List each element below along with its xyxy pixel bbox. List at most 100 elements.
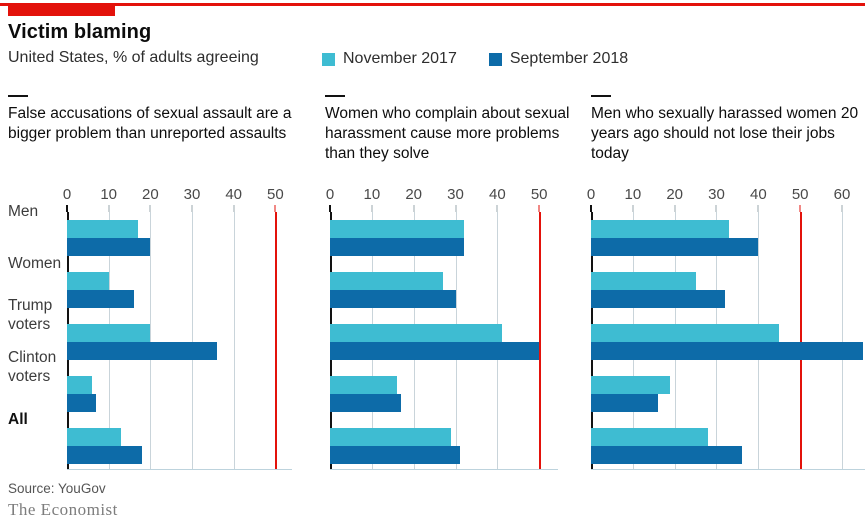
bar bbox=[330, 446, 460, 464]
gridline bbox=[233, 212, 235, 469]
bar bbox=[591, 272, 696, 290]
tick-label: 10 bbox=[624, 186, 642, 203]
bar-row-women bbox=[330, 272, 558, 308]
bar-row-clinton-voters bbox=[330, 376, 558, 412]
tick-mark bbox=[329, 205, 331, 212]
legend: November 2017 September 2018 bbox=[322, 50, 628, 68]
tick-label: 20 bbox=[405, 186, 422, 203]
row-label: All bbox=[8, 410, 28, 428]
tick-label: 30 bbox=[447, 186, 464, 203]
bar bbox=[67, 290, 134, 308]
plot-area bbox=[591, 212, 865, 470]
tick-mark bbox=[757, 205, 759, 212]
tick-label: 20 bbox=[141, 186, 159, 203]
bar bbox=[591, 324, 780, 342]
tick-label: 10 bbox=[363, 186, 381, 203]
red-reference-line bbox=[275, 212, 277, 469]
bar bbox=[330, 238, 464, 256]
bar bbox=[67, 272, 109, 290]
tick-label: 40 bbox=[749, 186, 767, 203]
row-label: Men bbox=[8, 202, 39, 220]
tick-label: 10 bbox=[100, 186, 117, 203]
tick-label: 0 bbox=[325, 186, 335, 203]
bar-row-clinton-voters bbox=[591, 376, 865, 412]
tick-label: 30 bbox=[183, 186, 201, 203]
tick-mark bbox=[191, 205, 193, 212]
bar bbox=[67, 220, 138, 238]
bar-row-women bbox=[67, 272, 292, 308]
gridline bbox=[150, 212, 152, 469]
x-axis-ticks: 0 10 20 30 40 50 60 bbox=[587, 186, 865, 212]
panel-1-title: False accusations of sexual assault are … bbox=[8, 105, 292, 143]
tick-label: 0 bbox=[586, 186, 596, 203]
economist-red-tab bbox=[8, 3, 115, 16]
bar-row-all bbox=[330, 428, 558, 464]
bar bbox=[591, 394, 658, 412]
panel-3-title: Men who sexually harassed women 20 years… bbox=[591, 105, 859, 163]
tick-label: 40 bbox=[225, 186, 242, 203]
top-red-rule bbox=[0, 3, 865, 6]
x-axis-ticks: 0 10 20 30 40 50 bbox=[63, 186, 292, 212]
bar bbox=[67, 342, 217, 360]
bar bbox=[330, 272, 443, 290]
panel-1-header: False accusations of sexual assault are … bbox=[8, 95, 300, 144]
row-label: Clinton voters bbox=[8, 349, 57, 385]
kicker-dash bbox=[8, 95, 28, 97]
legend-swatch-september-2018 bbox=[488, 52, 502, 66]
tick-mark bbox=[66, 205, 68, 212]
bar bbox=[591, 376, 671, 394]
kicker-dash bbox=[325, 95, 345, 97]
row-label: Trump voters bbox=[8, 297, 53, 333]
panel-3-header: Men who sexually harassed women 20 years… bbox=[591, 95, 865, 164]
bar bbox=[330, 428, 452, 446]
economist-wordmark: The Economist bbox=[8, 500, 118, 519]
bar bbox=[591, 342, 863, 360]
row-label: Women bbox=[8, 254, 62, 272]
tick-mark bbox=[274, 205, 276, 212]
tick-mark bbox=[413, 205, 415, 212]
tick-mark bbox=[149, 205, 151, 212]
tick-mark bbox=[590, 205, 592, 212]
bar-row-clinton-voters bbox=[67, 376, 292, 412]
bar bbox=[330, 324, 502, 342]
panel-2-header: Women who complain about sexual harassme… bbox=[325, 95, 570, 164]
bar bbox=[67, 428, 122, 446]
tick-mark bbox=[841, 205, 843, 212]
panel-3-plot: 0 10 20 30 40 50 60 bbox=[587, 186, 865, 470]
tick-mark bbox=[632, 205, 634, 212]
bar-row-trump-voters bbox=[67, 324, 292, 360]
bar bbox=[591, 428, 709, 446]
bar-row-trump-voters bbox=[330, 324, 558, 360]
bar-row-all bbox=[67, 428, 292, 464]
tick-mark bbox=[799, 205, 801, 212]
bar bbox=[591, 220, 730, 238]
bar bbox=[330, 220, 464, 238]
red-reference-line bbox=[539, 212, 541, 469]
bar bbox=[330, 394, 402, 412]
plot-area bbox=[67, 212, 292, 470]
tick-mark bbox=[108, 205, 110, 212]
source-note: Source: YouGov bbox=[8, 481, 106, 496]
chart-title: Victim blaming bbox=[8, 21, 152, 43]
legend-item-november-2017: November 2017 bbox=[322, 50, 457, 68]
tick-label: 0 bbox=[62, 186, 72, 203]
tick-mark bbox=[371, 205, 373, 212]
tick-label: 50 bbox=[266, 186, 284, 203]
red-reference-line bbox=[800, 212, 802, 469]
tick-label: 50 bbox=[530, 186, 548, 203]
legend-swatch-november-2017 bbox=[322, 52, 335, 66]
bar bbox=[330, 290, 456, 308]
kicker-dash bbox=[591, 95, 611, 97]
bar-row-men bbox=[591, 220, 865, 256]
bar-row-all bbox=[591, 428, 865, 464]
panel-2-plot: 0 10 20 30 40 50 bbox=[326, 186, 558, 470]
tick-label: 40 bbox=[488, 186, 506, 203]
bar bbox=[330, 342, 540, 360]
tick-label: 20 bbox=[666, 186, 683, 203]
plot-area bbox=[330, 212, 558, 470]
panel-2-title: Women who complain about sexual harassme… bbox=[325, 105, 570, 163]
tick-label: 60 bbox=[833, 186, 851, 203]
bar bbox=[67, 446, 142, 464]
tick-label: 30 bbox=[708, 186, 725, 203]
